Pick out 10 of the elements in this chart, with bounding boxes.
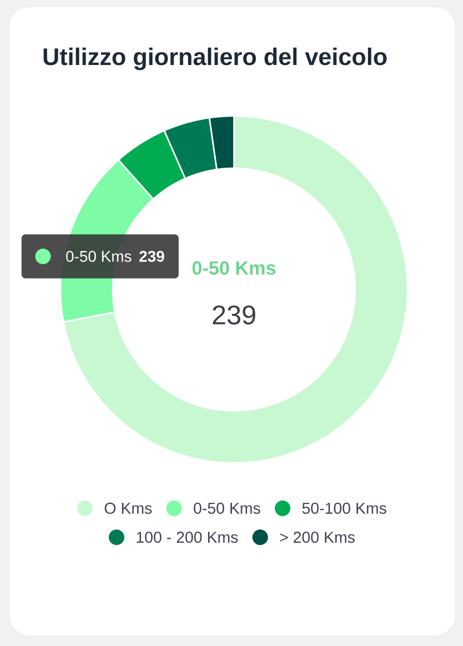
chart-title: Utilizzo giornaliero del veicolo (44, 48, 387, 70)
text: 239 (212, 305, 256, 325)
legend-label: 100 - 200 Kms (136, 532, 238, 543)
legend-label: O Kms (104, 502, 152, 514)
legend-label: 0-50 Kms (66, 250, 132, 262)
legend-label: 50-100 Kms (302, 502, 386, 514)
legend-label: > 200 Kms (280, 532, 355, 543)
category-label: 0-50 Kms (194, 502, 260, 514)
data-label: 239 (139, 250, 164, 262)
category-label: 0-50 Kms (192, 261, 276, 275)
